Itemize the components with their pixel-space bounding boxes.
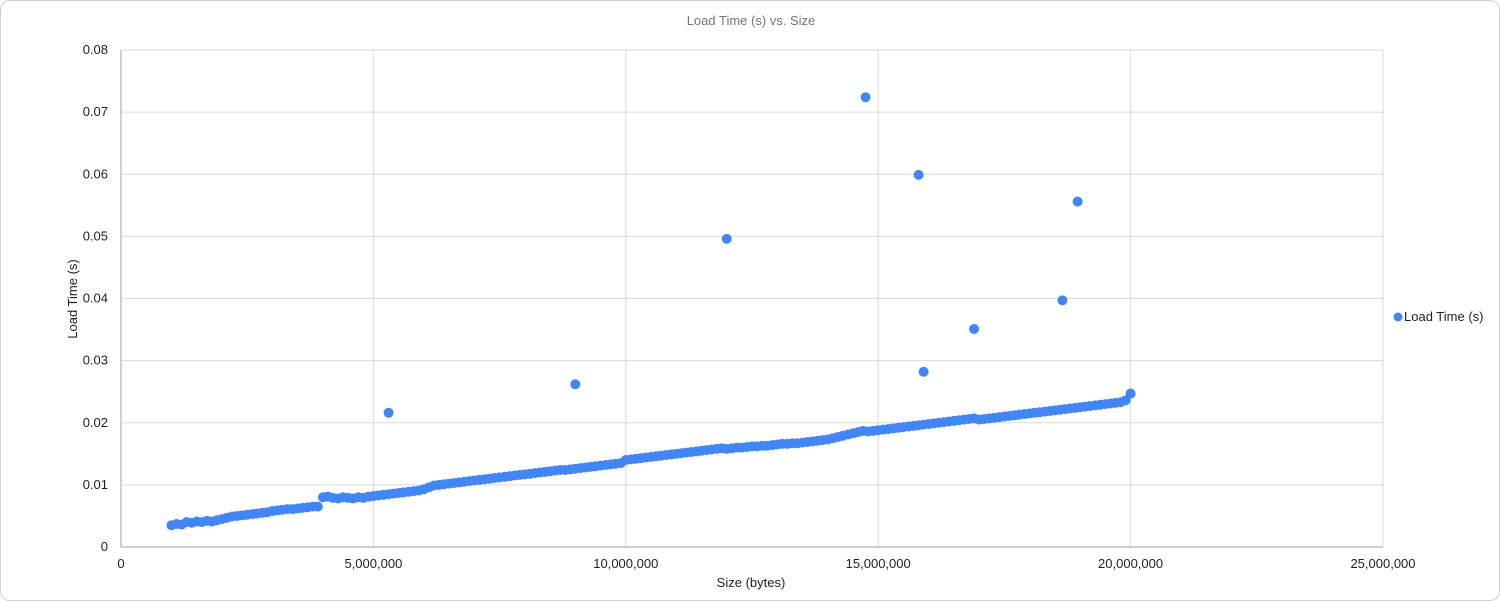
x-tick-label: 10,000,000 bbox=[593, 556, 658, 571]
y-tick-label: 0 bbox=[101, 539, 108, 554]
legend-marker bbox=[1393, 312, 1403, 322]
scatter-point bbox=[1057, 295, 1068, 306]
scatter-point bbox=[918, 366, 929, 377]
scatter-point bbox=[570, 379, 581, 390]
x-tick-label: 20,000,000 bbox=[1098, 556, 1163, 571]
y-axis-title: Load Time (s) bbox=[65, 259, 80, 338]
y-axis-ticks: 0 0.01 0.02 0.03 0.04 0.05 0.06 0.07 0.08 bbox=[83, 42, 108, 554]
y-tick-label: 0.05 bbox=[83, 228, 108, 243]
y-tick-label: 0.01 bbox=[83, 477, 108, 492]
scatter-point bbox=[721, 233, 732, 244]
chart-grid bbox=[120, 49, 1384, 548]
x-axis-ticks: 0 5,000,000 10,000,000 15,000,000 20,000,000… bbox=[117, 556, 1415, 571]
scatter-point bbox=[1125, 388, 1136, 399]
chart-title: Load Time (s) vs. Size bbox=[687, 13, 816, 28]
y-tick-label: 0.04 bbox=[83, 291, 108, 306]
y-tick-label: 0.08 bbox=[83, 42, 108, 57]
scatter-point bbox=[969, 323, 980, 334]
scatter-point bbox=[312, 501, 323, 512]
y-tick-label: 0.02 bbox=[83, 415, 108, 430]
legend-label: Load Time (s) bbox=[1404, 309, 1483, 324]
scatter-point bbox=[860, 92, 871, 103]
scatter-point bbox=[913, 169, 924, 180]
scatter-point bbox=[383, 407, 394, 418]
x-tick-label: 5,000,000 bbox=[344, 556, 402, 571]
x-tick-label: 15,000,000 bbox=[846, 556, 911, 571]
scatter-point bbox=[1120, 395, 1131, 406]
legend: Load Time (s) bbox=[1393, 309, 1483, 324]
chart-points bbox=[166, 92, 1136, 531]
y-tick-label: 0.06 bbox=[83, 166, 108, 181]
x-axis-title: Size (bytes) bbox=[717, 575, 786, 590]
y-tick-label: 0.07 bbox=[83, 104, 108, 119]
scatter-point bbox=[1072, 196, 1083, 207]
y-tick-label: 0.03 bbox=[83, 353, 108, 368]
x-tick-label: 25,000,000 bbox=[1350, 556, 1415, 571]
x-tick-label: 0 bbox=[117, 556, 124, 571]
